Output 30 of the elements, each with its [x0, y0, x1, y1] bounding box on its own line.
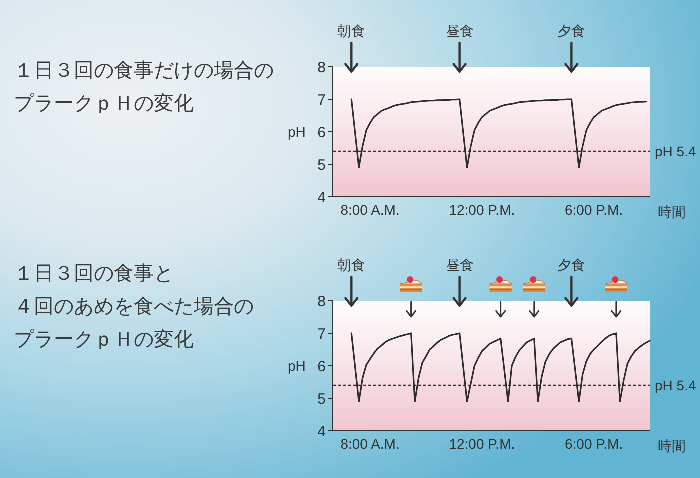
x-tick-label: 12:00 P.M. — [449, 436, 516, 452]
text: １日３回の食事だけの場合のプラークｐＨの変化 — [14, 59, 275, 117]
text: 昼食 — [446, 257, 474, 273]
y-tick-label: 7 — [318, 92, 326, 109]
ref-line-label: pH 5.4 — [655, 377, 696, 394]
y-tick-label: 7 — [318, 326, 326, 343]
y-tick-label: 4 — [318, 423, 326, 440]
x-tick-label: 8:00 A.M. — [340, 202, 400, 218]
y-tick-label: 8 — [318, 59, 326, 76]
ref-line-label: pH 5.4 — [655, 143, 696, 160]
y-tick-label: 4 — [318, 189, 326, 206]
y-tick-label: 6 — [318, 124, 326, 142]
text: 朝食 — [338, 23, 366, 39]
x-tick-label: 12:00 P.M. — [449, 202, 516, 218]
text: 夕食 — [558, 23, 586, 39]
text: １日３回の食事と４回のあめを食べた場合のプラークｐＨの変化 — [14, 262, 255, 353]
y-tick-label: 5 — [318, 390, 326, 408]
x-axis-title: 時間 — [658, 204, 686, 220]
y-tick-label: 5 — [318, 156, 326, 174]
y-tick-label: 8 — [318, 293, 326, 310]
text: 夕食 — [558, 257, 586, 273]
x-tick-label: 6:00 P.M. — [564, 436, 624, 452]
y-tick-label: 6 — [318, 358, 326, 376]
text: 昼食 — [446, 23, 474, 39]
y-axis-title: pH — [288, 124, 306, 140]
x-tick-label: 6:00 P.M. — [564, 202, 624, 218]
x-axis-title: 時間 — [658, 438, 686, 454]
x-tick-label: 8:00 A.M. — [340, 436, 400, 452]
y-axis-title: pH — [288, 358, 306, 374]
text: 朝食 — [338, 257, 366, 273]
